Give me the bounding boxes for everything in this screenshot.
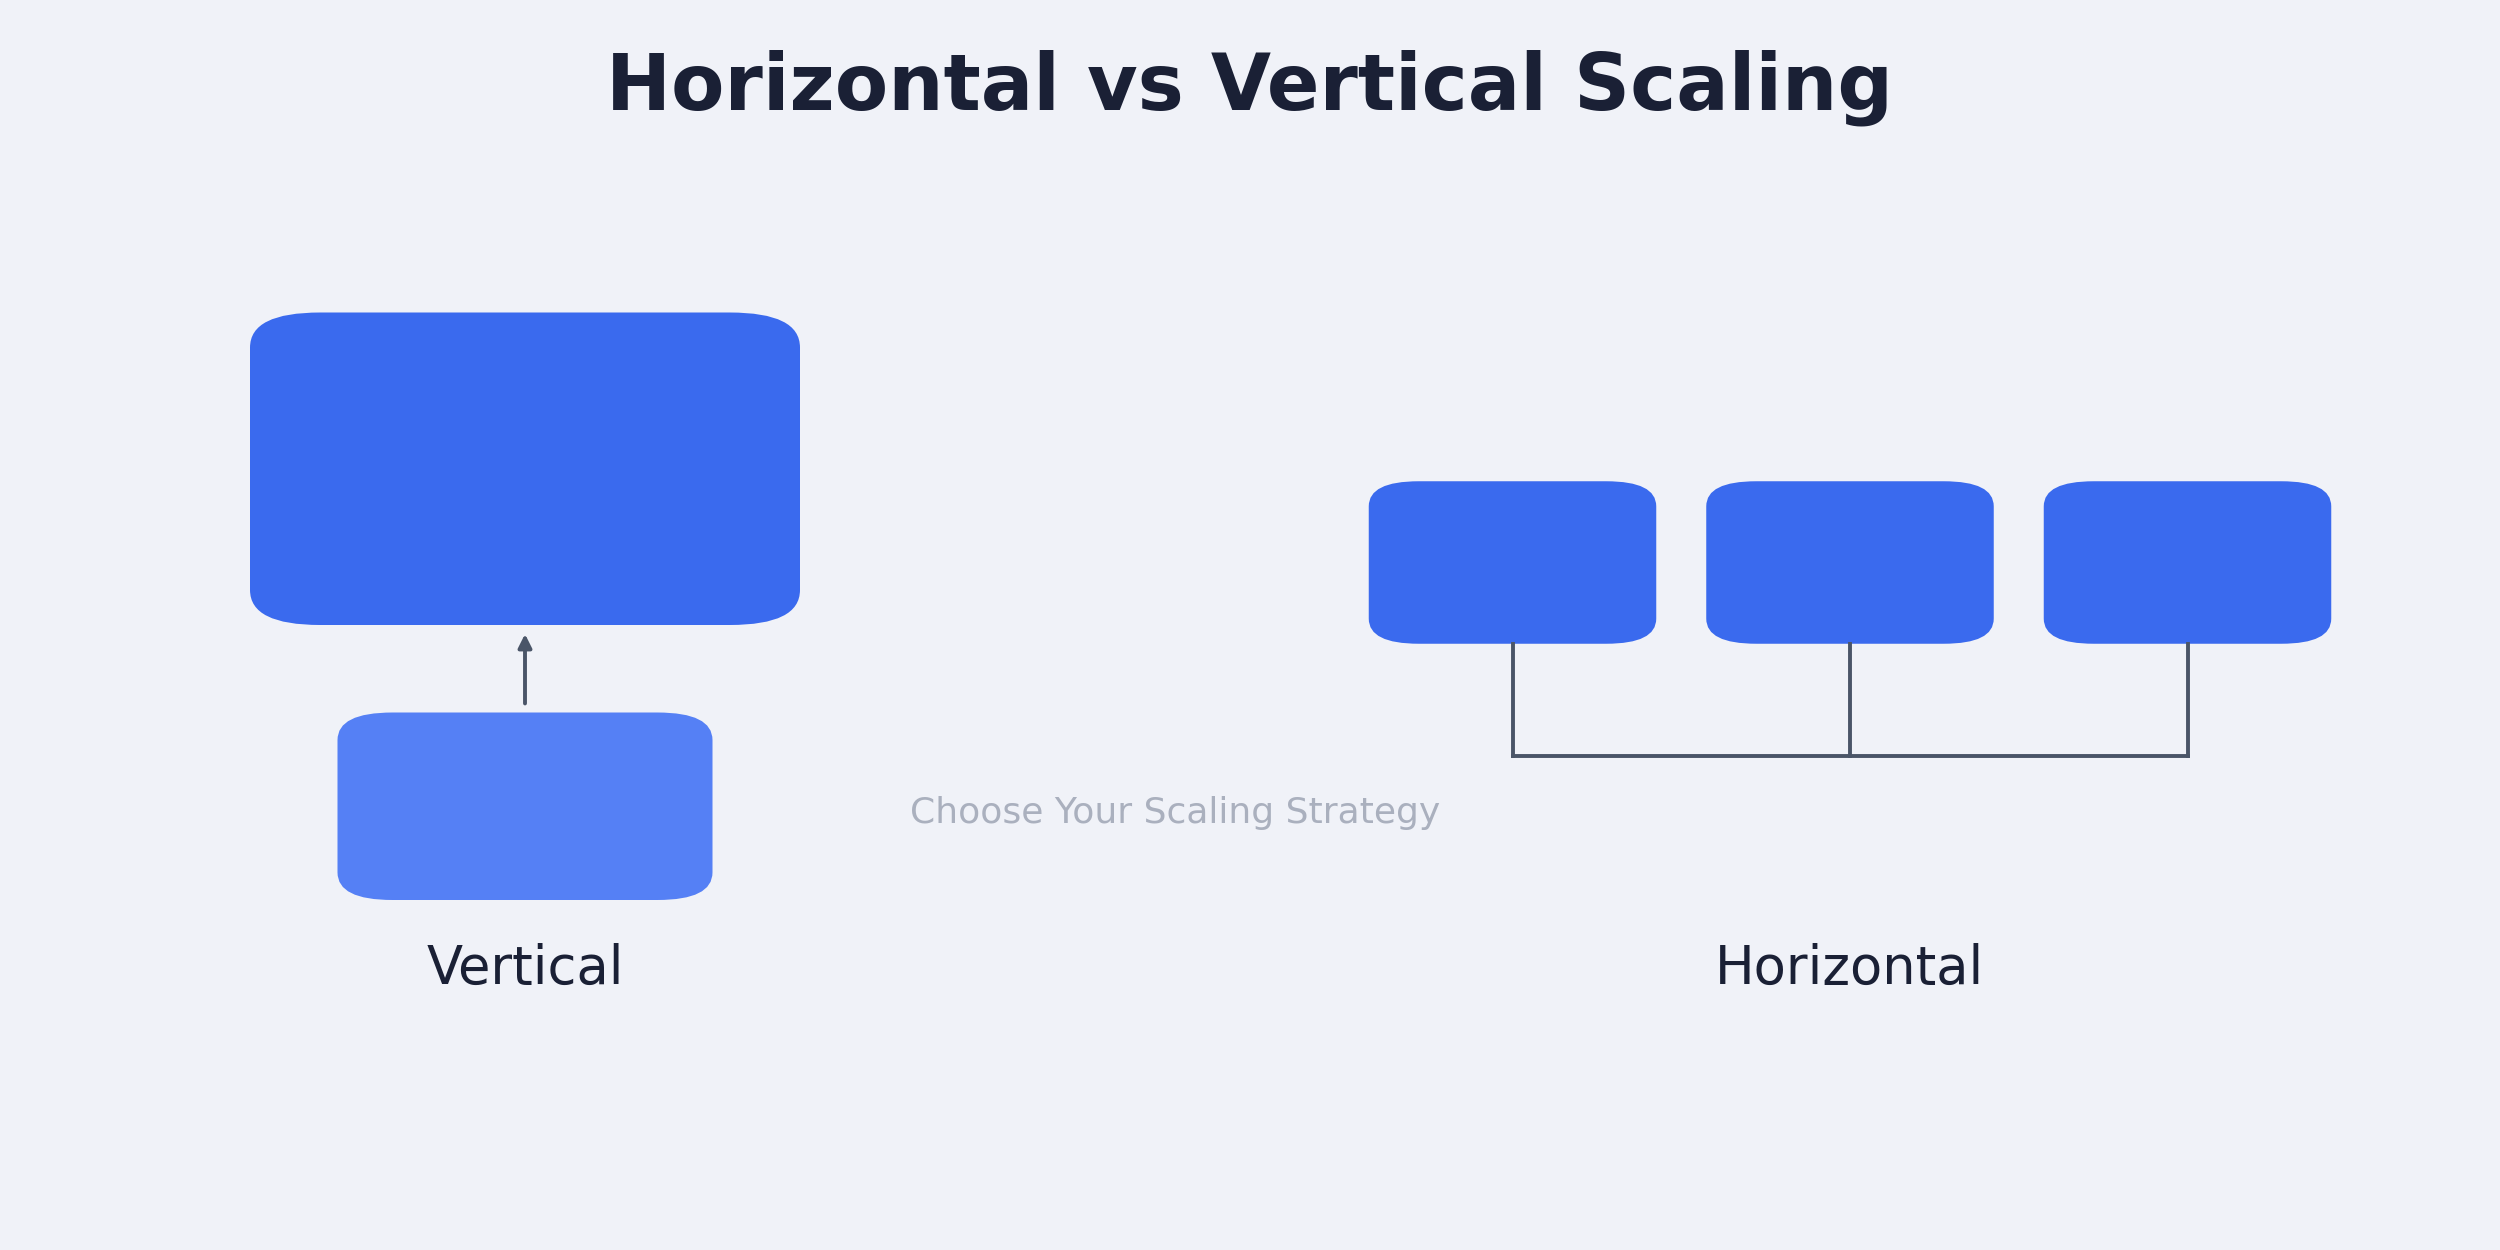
FancyBboxPatch shape [338,712,712,900]
FancyBboxPatch shape [1705,481,1995,644]
Text: Horizontal vs Vertical Scaling: Horizontal vs Vertical Scaling [608,49,1892,126]
FancyBboxPatch shape [2045,481,2332,644]
FancyBboxPatch shape [250,312,800,625]
FancyBboxPatch shape [1370,481,1655,644]
Text: Choose Your Scaling Strategy: Choose Your Scaling Strategy [910,795,1440,830]
Text: Vertical: Vertical [425,942,625,995]
Text: Horizontal: Horizontal [1715,942,1985,995]
